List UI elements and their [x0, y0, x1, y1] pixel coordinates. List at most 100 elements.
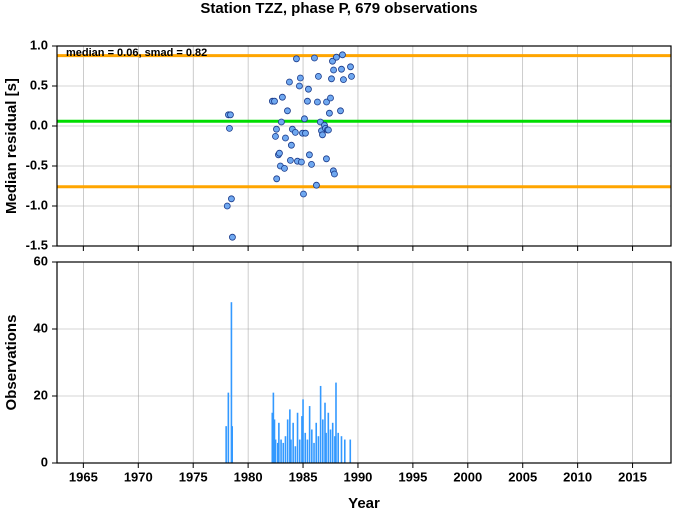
point	[308, 160, 315, 168]
point	[300, 190, 307, 198]
bar	[325, 432, 327, 463]
bar	[227, 392, 230, 463]
bar	[273, 419, 276, 463]
x-tick-label: 1975	[179, 469, 208, 484]
point	[226, 124, 233, 132]
bar	[319, 385, 322, 463]
bar	[313, 442, 315, 463]
bar	[302, 399, 304, 463]
point	[337, 107, 344, 115]
point	[223, 202, 231, 210]
bar	[349, 439, 352, 463]
point	[325, 126, 332, 134]
bar	[290, 439, 292, 463]
bar	[230, 302, 233, 463]
point	[276, 149, 283, 157]
x-axis-label: Year	[348, 495, 380, 511]
point	[228, 195, 235, 203]
bar	[289, 409, 291, 463]
point	[328, 75, 335, 83]
point	[296, 82, 303, 90]
x-tick-label: 1980	[234, 469, 263, 484]
point	[227, 111, 234, 119]
y-tick-label: 20	[34, 387, 48, 402]
point	[305, 85, 312, 93]
bar	[286, 419, 289, 463]
point	[229, 233, 236, 241]
point	[313, 181, 320, 189]
point	[273, 125, 280, 133]
y-tick-label: 0.0	[30, 117, 48, 132]
point	[306, 151, 313, 159]
point	[319, 131, 326, 139]
bar	[272, 392, 275, 463]
point	[339, 51, 346, 59]
point	[287, 141, 295, 149]
bar	[274, 439, 277, 463]
y-tick-label: 0	[41, 454, 48, 469]
point	[287, 156, 294, 164]
point	[323, 155, 330, 163]
point	[338, 65, 345, 73]
x-tick-label: 2000	[453, 469, 482, 484]
chart-title: Station TZZ, phase P, 679 observations	[200, 0, 477, 17]
point	[278, 118, 285, 126]
y-tick-label: -1.5	[26, 237, 48, 252]
bar	[284, 436, 287, 463]
point	[329, 57, 336, 65]
point	[278, 93, 286, 101]
point	[348, 73, 355, 80]
point	[340, 76, 347, 83]
bar	[308, 406, 311, 463]
bar	[278, 422, 280, 463]
y-axis-label: Median residual [s]	[3, 78, 20, 214]
x-tick-label: 1970	[124, 469, 153, 484]
y-tick-label: -1.0	[26, 197, 48, 212]
point	[314, 98, 321, 106]
bar	[331, 422, 334, 463]
bar	[306, 439, 309, 463]
point	[297, 158, 305, 166]
point	[323, 98, 330, 106]
bar	[340, 436, 343, 463]
x-tick-label: 1965	[69, 469, 98, 484]
point	[293, 55, 300, 63]
bar	[334, 436, 336, 463]
point	[311, 54, 318, 62]
bar	[292, 422, 294, 463]
y-tick-label: -0.5	[26, 157, 48, 172]
x-tick-label: 1990	[343, 469, 372, 484]
bar	[311, 429, 313, 463]
bar	[280, 439, 282, 463]
bar	[337, 432, 339, 463]
point	[271, 97, 278, 105]
point	[284, 107, 291, 115]
x-tick-label: 2005	[508, 469, 537, 484]
x-tick-label: 2010	[563, 469, 592, 484]
plot-frame	[56, 45, 672, 247]
point	[297, 74, 304, 82]
bar	[327, 412, 330, 463]
y-tick-label: 60	[34, 253, 48, 268]
plot-frame	[56, 261, 672, 464]
point	[302, 129, 309, 137]
bar	[225, 426, 227, 463]
point	[272, 132, 279, 140]
y-axis-label: Observations	[3, 315, 20, 411]
bar	[231, 426, 233, 463]
x-tick-label: 1995	[398, 469, 427, 484]
point	[333, 53, 340, 61]
annotation: median = 0.06, smad = 0.82	[66, 47, 207, 59]
y-tick-label: 0.5	[30, 77, 48, 92]
bar	[298, 439, 301, 463]
y-tick-label: 40	[34, 320, 48, 335]
x-tick-label: 2015	[618, 469, 647, 484]
point	[286, 78, 293, 86]
bar	[301, 416, 303, 463]
bar	[282, 442, 285, 463]
point	[273, 175, 281, 183]
bar	[296, 412, 299, 463]
bar	[276, 442, 279, 463]
point	[315, 73, 322, 80]
